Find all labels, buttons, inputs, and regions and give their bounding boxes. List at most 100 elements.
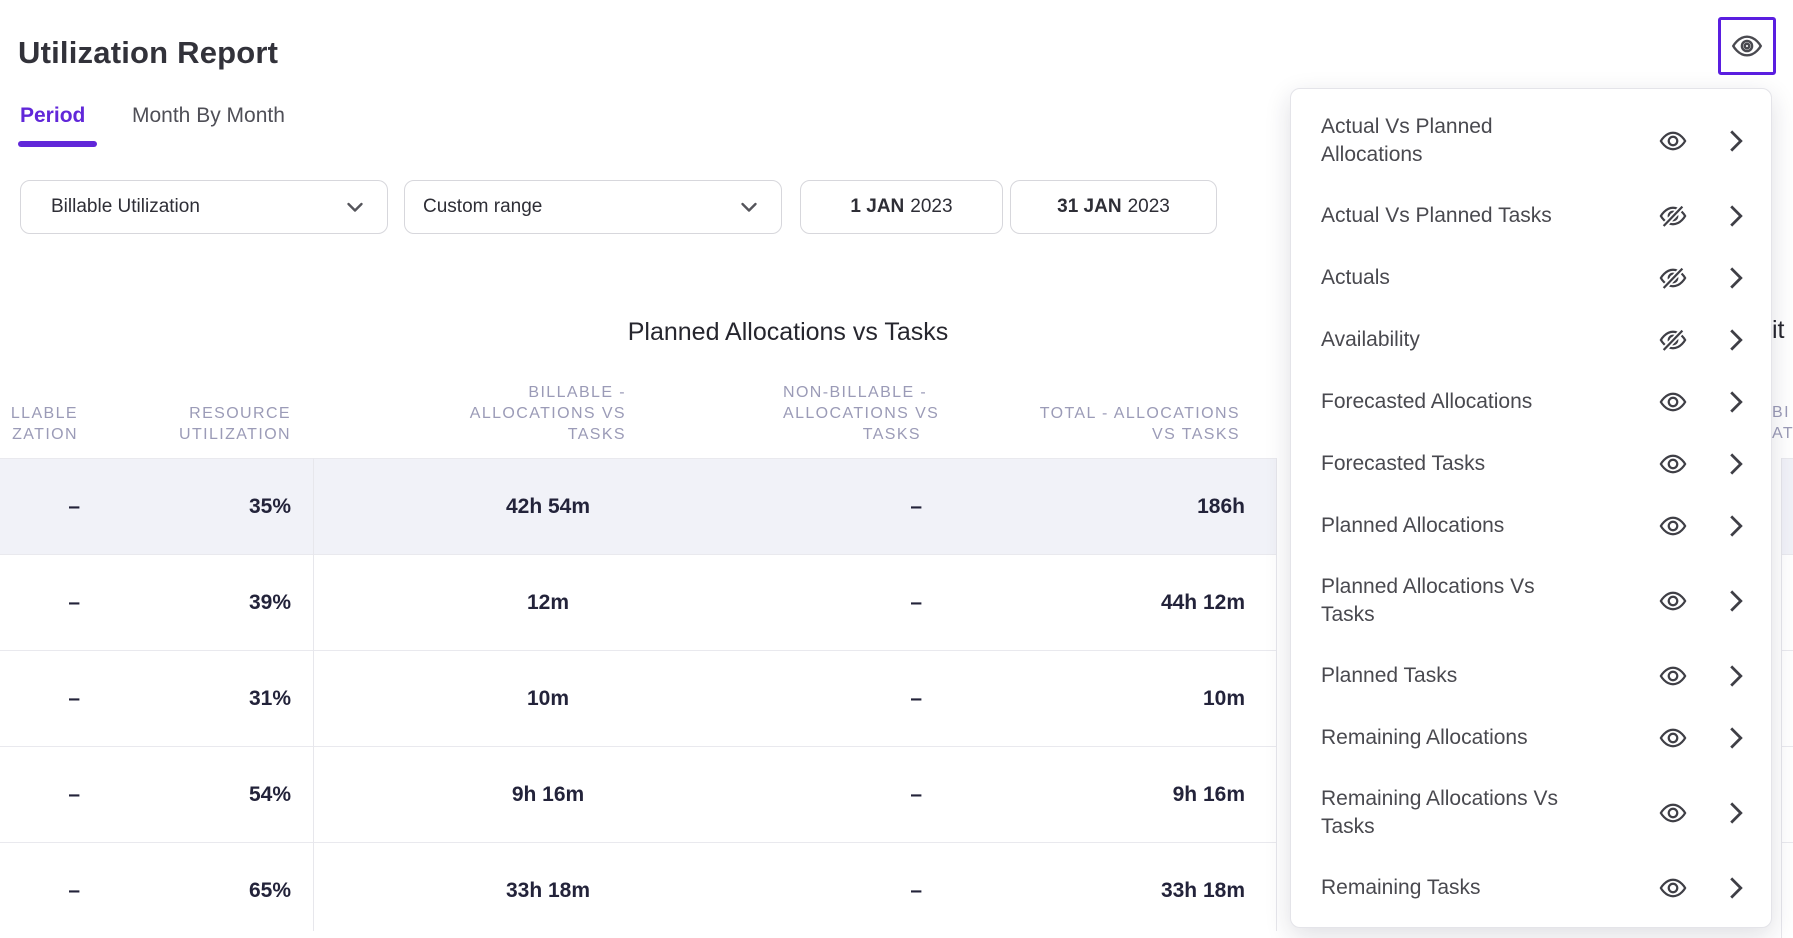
visibility-menu-item-label: Forecasted Tasks [1321,452,1486,475]
eye-icon[interactable] [1655,798,1691,828]
chevron-right-icon[interactable] [1727,266,1745,290]
eye-icon[interactable] [1655,661,1691,691]
adjacent-table-row-fragment [1782,842,1793,938]
eye-icon[interactable] [1655,449,1691,479]
table-cell: 35% [248,494,291,518]
visibility-menu-item-label: Actuals [1321,266,1390,289]
chevron-right-icon[interactable] [1727,129,1745,153]
eye-off-icon[interactable] [1655,263,1691,293]
active-tab-underline [18,141,97,147]
eye-icon[interactable] [1655,126,1691,156]
table-cell: – [910,878,922,902]
chevron-right-icon[interactable] [1727,452,1745,476]
start-date-field[interactable]: 1 JAN 2023 [800,180,1003,234]
end-date-day-month: 31 JAN [1057,196,1122,217]
visibility-menu-item[interactable]: Actual Vs Planned Allocations [1291,97,1771,185]
table-cell: – [910,590,922,614]
table-cell: 9h 16m [1172,782,1245,806]
column-visibility-menu: Actual Vs Planned Allocations Actual Vs P… [1290,88,1772,928]
range-select[interactable]: Custom range [404,180,782,234]
table-cell: 39% [248,590,291,614]
adjacent-table-title-fragment: it [1772,316,1785,344]
eye-icon[interactable] [1655,873,1691,903]
table-cell: 33h 18m [505,878,591,902]
visibility-menu-item[interactable]: Remaining Allocations [1291,707,1771,769]
table-cell: 9h 16m [511,782,585,806]
table-row: – 39% 12m – 44h 12m [0,554,1276,650]
visibility-menu-item[interactable]: Remaining Allocations Vs Tasks [1291,769,1771,857]
chevron-down-icon [737,195,761,219]
chevron-right-icon[interactable] [1727,726,1745,750]
table-cell: 10m [526,686,570,710]
chevron-right-icon[interactable] [1727,664,1745,688]
table-cell: 33h 18m [1160,878,1245,902]
table-header-row: LLABLE ZATION RESOURCE UTILIZATION BILLABLE … [0,360,1276,458]
chevron-right-icon[interactable] [1727,204,1745,228]
visibility-menu-item[interactable]: Forecasted Allocations [1291,371,1771,433]
eye-icon[interactable] [1655,723,1691,753]
adjacent-table-row-fragment [1782,746,1793,842]
start-date-year: 2023 [910,196,953,217]
visibility-menu-item-label: Remaining Tasks [1321,876,1481,899]
table-cell: 31% [248,686,291,710]
column-visibility-button[interactable] [1718,17,1776,75]
adjacent-table-header-fragment: BIATI [1772,404,1793,442]
table-cell: – [68,590,80,614]
metric-select[interactable]: Billable Utilization [20,180,388,234]
visibility-menu-item[interactable]: Planned Allocations Vs Tasks [1291,557,1771,645]
column-header-billable-allocations-vs-tasks: BILLABLE - ALLOCATIONS VS TASKS [469,384,626,443]
adjacent-table-row-fragment [1782,554,1793,650]
eye-off-icon[interactable] [1655,325,1691,355]
eye-icon [1730,29,1764,63]
table-cell: – [68,878,80,902]
visibility-menu-item-label: Remaining Allocations [1321,726,1528,749]
eye-icon[interactable] [1655,586,1691,616]
page-title: Utilization Report [18,34,279,70]
visibility-menu-item[interactable]: Availability [1291,309,1771,371]
adjacent-table-row-fragment [1782,458,1793,554]
table-cell: – [910,494,922,518]
visibility-menu-item[interactable]: Actual Vs Planned Tasks [1291,185,1771,247]
table-row: – 54% 9h 16m – 9h 16m [0,746,1276,842]
end-date-year: 2023 [1127,196,1170,217]
eye-icon[interactable] [1655,387,1691,417]
table-cell: – [910,686,922,710]
table-row: – 31% 10m – 10m [0,650,1276,746]
visibility-menu-item-label: Remaining Allocations Vs Tasks [1321,787,1558,838]
chevron-right-icon[interactable] [1727,876,1745,900]
table-row: – 65% 33h 18m – 33h 18m [0,842,1276,938]
chevron-down-icon [343,195,367,219]
visibility-menu-item[interactable]: Actuals [1291,247,1771,309]
visibility-menu-item[interactable]: Remaining Tasks [1291,857,1771,919]
chevron-right-icon[interactable] [1727,514,1745,538]
visibility-menu-item-label: Actual Vs Planned Allocations [1321,115,1493,166]
eye-off-icon[interactable] [1655,201,1691,231]
visibility-menu-item-label: Availability [1321,328,1420,351]
chevron-right-icon[interactable] [1727,589,1745,613]
metric-select-value: Billable Utilization [51,196,200,217]
visibility-menu-item[interactable]: Planned Allocations [1291,495,1771,557]
chevron-right-icon[interactable] [1727,328,1745,352]
adjacent-table-row-fragment [1782,650,1793,746]
eye-icon[interactable] [1655,511,1691,541]
table-body: – 35% 42h 54m – 186h – 39% 12m – 44h 12m – 31% 10m – 1… [0,458,1276,938]
column-header-billable-utilization-clipped: LLABLE ZATION [10,405,78,443]
visibility-menu-item[interactable]: Forecasted Tasks [1291,433,1771,495]
end-date-field[interactable]: 31 JAN 2023 [1010,180,1217,234]
table-cell: 186h [1197,494,1245,518]
tab-month-by-month[interactable]: Month By Month [132,104,285,127]
table-cell: 65% [248,878,291,902]
chevron-right-icon[interactable] [1727,390,1745,414]
visibility-menu-item[interactable]: Planned Tasks [1291,645,1771,707]
table-group-title: Planned Allocations vs Tasks [627,318,949,346]
table-cell: – [68,782,80,806]
table-column-divider [313,458,314,931]
chevron-right-icon[interactable] [1727,801,1745,825]
column-header-non-billable-allocations-vs-tasks: NON-BILLABLE - ALLOCATIONS VS TASKS [783,384,940,443]
table-cell: – [68,686,80,710]
visibility-menu-item-label: Planned Tasks [1321,664,1458,687]
table-group-divider [1276,458,1277,931]
tab-period[interactable]: Period [20,104,86,127]
table-cell: – [68,494,80,518]
